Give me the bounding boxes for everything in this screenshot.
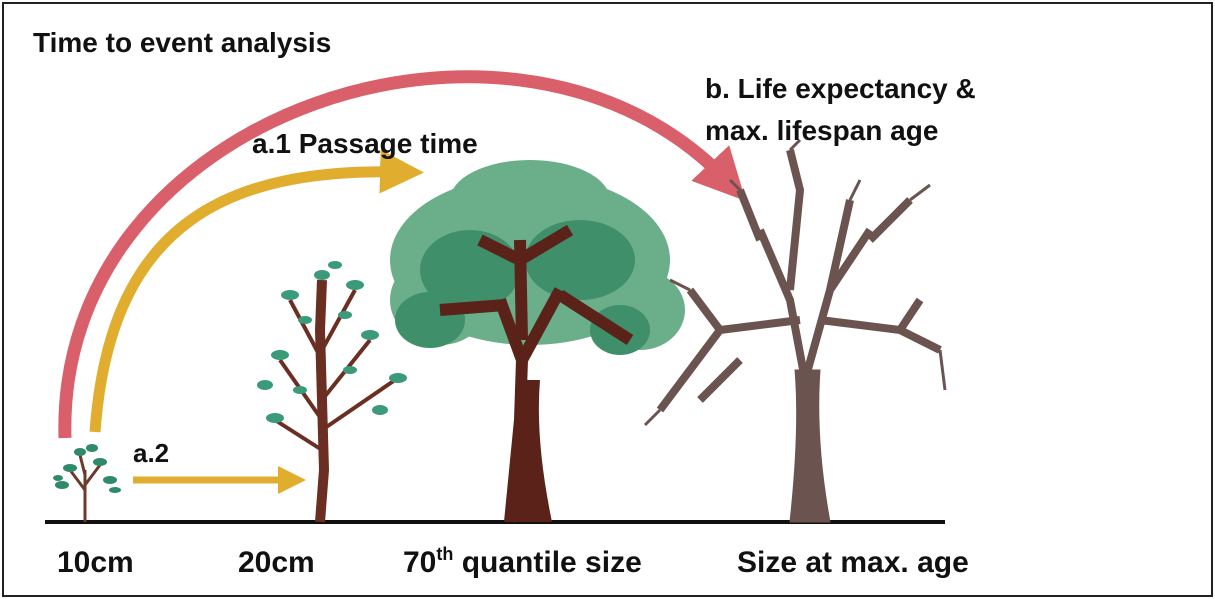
- label-a2: a.2: [133, 438, 169, 468]
- label-b: max. lifespan age: [705, 115, 938, 146]
- sapling: [53, 444, 121, 522]
- dead-tree: [643, 138, 947, 523]
- young-tree: [257, 261, 407, 523]
- size-label: 10cm: [57, 546, 134, 579]
- label-b: b. Life expectancy &: [705, 73, 976, 104]
- yellow-arc: [89, 149, 424, 433]
- label-a1: a.1 Passage time: [252, 128, 478, 159]
- size-label: 70th quantile size: [403, 544, 642, 579]
- size-base: 70: [403, 546, 436, 579]
- title: Time to event analysis: [33, 27, 331, 58]
- mature-tree: [390, 160, 685, 523]
- size-label: 20cm: [238, 546, 315, 579]
- size-rest: quantile size: [453, 546, 641, 579]
- red-arc: [58, 70, 746, 439]
- size-sup: th: [436, 544, 453, 564]
- size-label: Size at max. age: [737, 546, 969, 579]
